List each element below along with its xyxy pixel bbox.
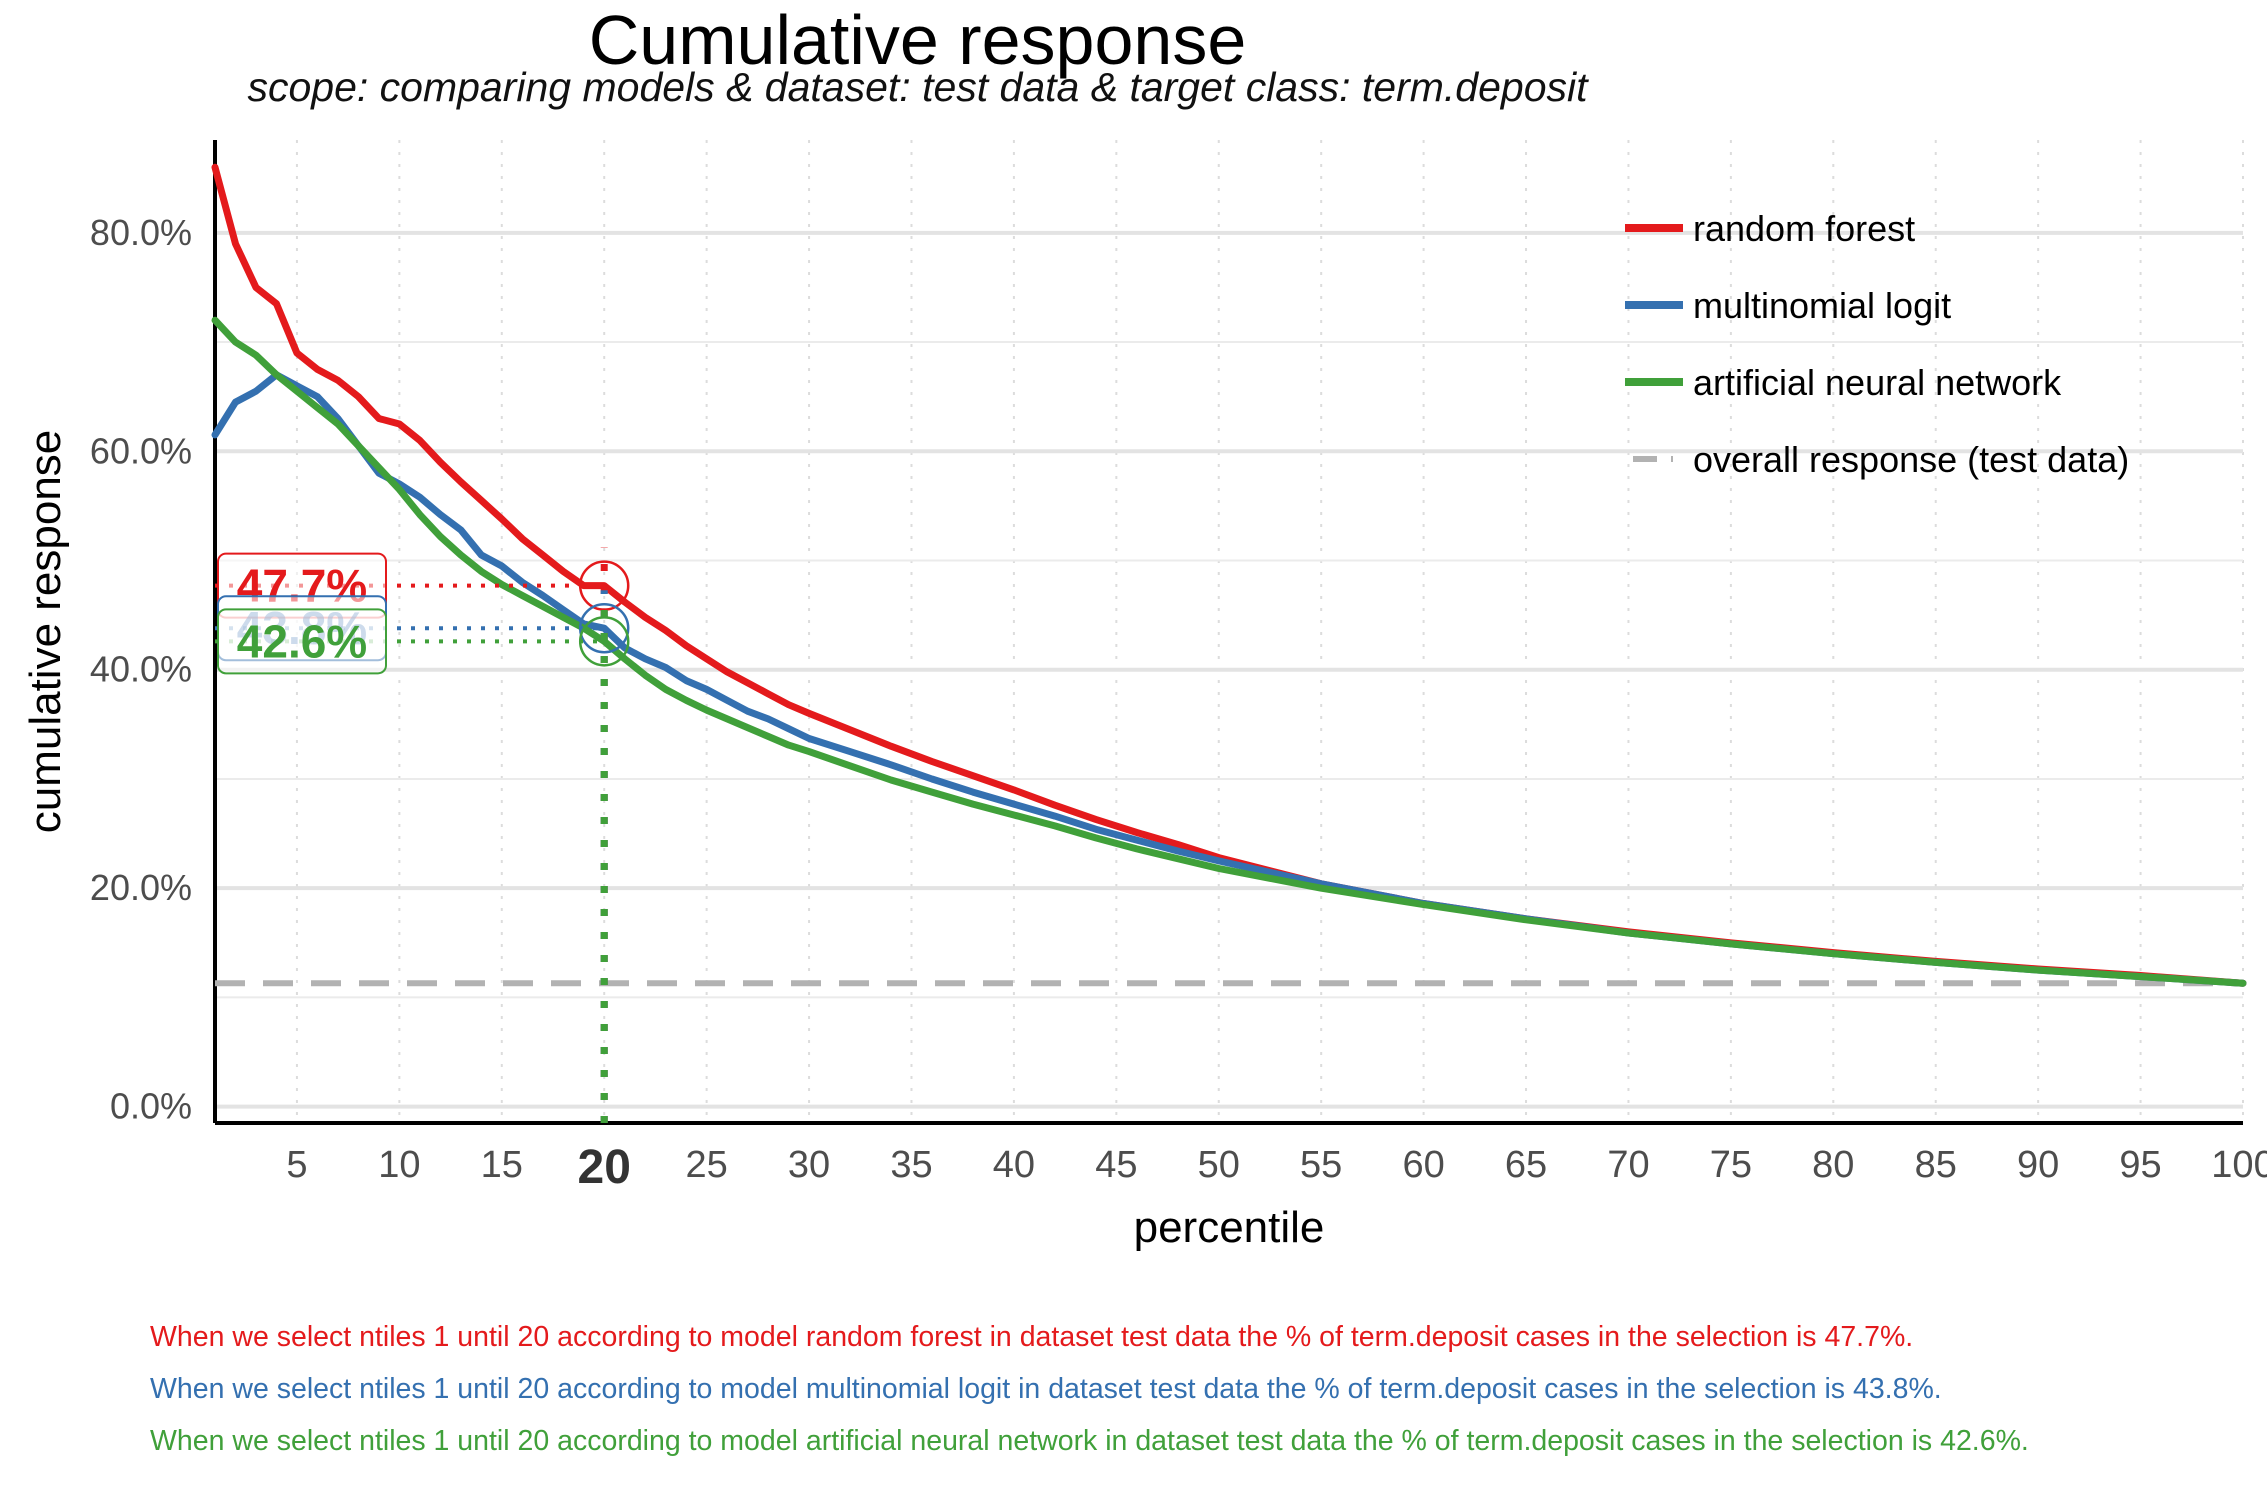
legend-item: overall response (test data) <box>1633 439 2129 480</box>
x-tick-label: 15 <box>481 1144 523 1186</box>
x-tick-label: 65 <box>1505 1144 1547 1186</box>
x-tick-label: 70 <box>1607 1144 1649 1186</box>
x-tick-label: 40 <box>993 1144 1035 1186</box>
legend-label: random forest <box>1693 208 1915 249</box>
x-tick-label: 90 <box>2017 1144 2059 1186</box>
annotation-label-artificial-neural-network: 42.6% <box>237 615 367 667</box>
x-tick-label-highlight: 20 <box>578 1141 631 1194</box>
annotation-marker-artificial-neural-network <box>578 616 630 667</box>
y-tick-label: 80.0% <box>90 212 192 253</box>
y-tick-label: 0.0% <box>110 1086 192 1127</box>
x-tick-label: 75 <box>1710 1144 1752 1186</box>
x-tick-label: 5 <box>286 1144 307 1186</box>
x-tick-label: 80 <box>1812 1144 1854 1186</box>
y-tick-label: 40.0% <box>90 649 192 690</box>
annotation-marker-multinomial-logit <box>578 602 630 654</box>
x-tick-label: 50 <box>1198 1144 1240 1186</box>
x-tick-label: 30 <box>788 1144 830 1186</box>
y-tick-label: 20.0% <box>90 867 192 908</box>
x-tick-label: 85 <box>1915 1144 1957 1186</box>
legend-item: multinomial logit <box>1625 285 1951 326</box>
legend: random forest multinomial logit artificial… <box>1625 208 2129 480</box>
x-tick-label: 45 <box>1095 1144 1137 1186</box>
chart-title: Cumulative response <box>588 1 1247 79</box>
legend-item: random forest <box>1625 208 1915 249</box>
y-tick-label: 60.0% <box>90 430 192 471</box>
series-line-artificial-neural-network <box>211 316 2247 987</box>
chart-subtitle: scope: comparing models & dataset: test … <box>247 64 1588 110</box>
legend-label: artificial neural network <box>1693 362 2062 403</box>
x-tick-label: 95 <box>2119 1144 2161 1186</box>
x-tick-label: 10 <box>378 1144 420 1186</box>
x-tick-label: 35 <box>890 1144 932 1186</box>
x-tick-label: 60 <box>1402 1144 1444 1186</box>
annotation-box-artificial-neural-network <box>217 608 387 675</box>
x-tick-label: 55 <box>1300 1144 1342 1186</box>
explanation-note-multinomial-logit: When we select ntiles 1 until 20 accordi… <box>150 1373 1942 1405</box>
legend-label: multinomial logit <box>1693 285 1951 326</box>
x-axis-title: percentile <box>1134 1203 1325 1252</box>
explanation-note-random-forest: When we select ntiles 1 until 20 accordi… <box>150 1321 1914 1353</box>
legend-item: artificial neural network <box>1625 362 2062 403</box>
y-axis-title: cumulative response <box>21 430 70 834</box>
x-tick-label: 100 <box>2211 1144 2267 1186</box>
x-tick-label: 25 <box>685 1144 727 1186</box>
legend-label: overall response (test data) <box>1693 439 2129 480</box>
annotation-marker-random-forest <box>578 560 630 611</box>
explanation-note-neural-network: When we select ntiles 1 until 20 accordi… <box>150 1425 2029 1457</box>
